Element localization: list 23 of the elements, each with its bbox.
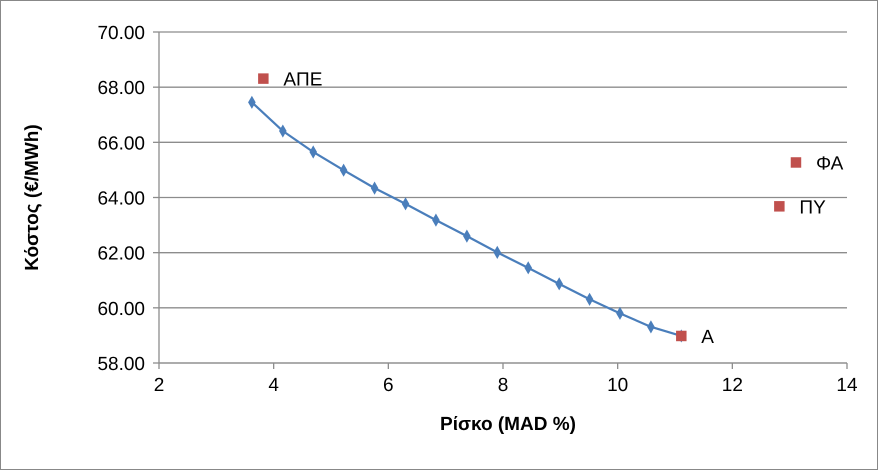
y-axis-title: Κόστος (€/MWh) (22, 124, 43, 271)
series-label: ΑΠΕ (283, 70, 322, 91)
y-tick-label: 64.00 (97, 188, 145, 210)
point (258, 73, 269, 84)
point (774, 201, 785, 212)
x-tick-label: 8 (498, 375, 508, 396)
x-axis-title: Ρίσκο (MAD %) (440, 414, 576, 435)
series-label: ΦΑ (816, 153, 844, 174)
y-tick-label: 70.00 (97, 23, 145, 44)
y-tick-label: 60.00 (97, 298, 145, 320)
series-label: ΠΥ (799, 197, 826, 218)
y-tick-label: 62.00 (97, 244, 145, 265)
x-tick-label: 2 (154, 375, 164, 396)
x-tick-label: 10 (607, 375, 628, 396)
series-label: Α (701, 326, 714, 348)
y-tick-label: 58.00 (97, 354, 145, 375)
y-tick-label: 68.00 (97, 78, 145, 100)
x-tick-label: 12 (722, 375, 743, 396)
x-tick-label: 6 (383, 375, 394, 396)
point (790, 157, 802, 168)
y-tick-label: 66.00 (97, 133, 145, 154)
x-tick-label: 14 (836, 375, 858, 396)
x-tick-label: 4 (268, 375, 280, 396)
